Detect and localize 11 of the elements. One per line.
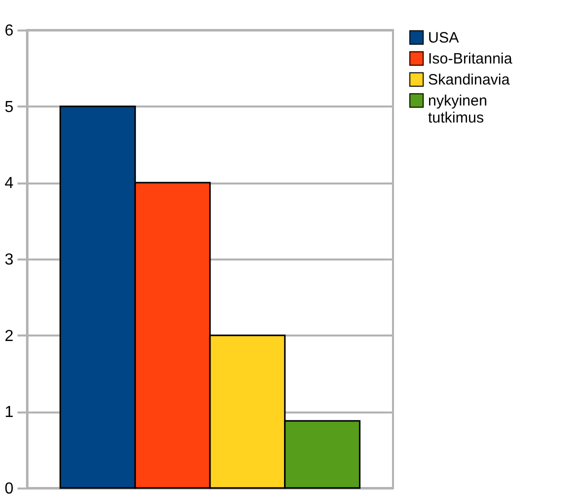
- legend-label: nykyinen tutkimus: [428, 92, 488, 126]
- y-tick-label: 3: [4, 252, 14, 268]
- legend-label: Iso-Britannia: [428, 50, 513, 68]
- y-tick-label: 2: [4, 328, 14, 345]
- legend-label: USA: [428, 30, 459, 46]
- y-tick-label: 5: [4, 98, 14, 116]
- y-tick-label: 0: [4, 480, 14, 497]
- y-tick-label: 4: [4, 175, 14, 192]
- y-tick-label: 1: [4, 404, 14, 422]
- legend-label: Skandinavia: [428, 72, 510, 88]
- y-tick-label: 6: [4, 22, 14, 40]
